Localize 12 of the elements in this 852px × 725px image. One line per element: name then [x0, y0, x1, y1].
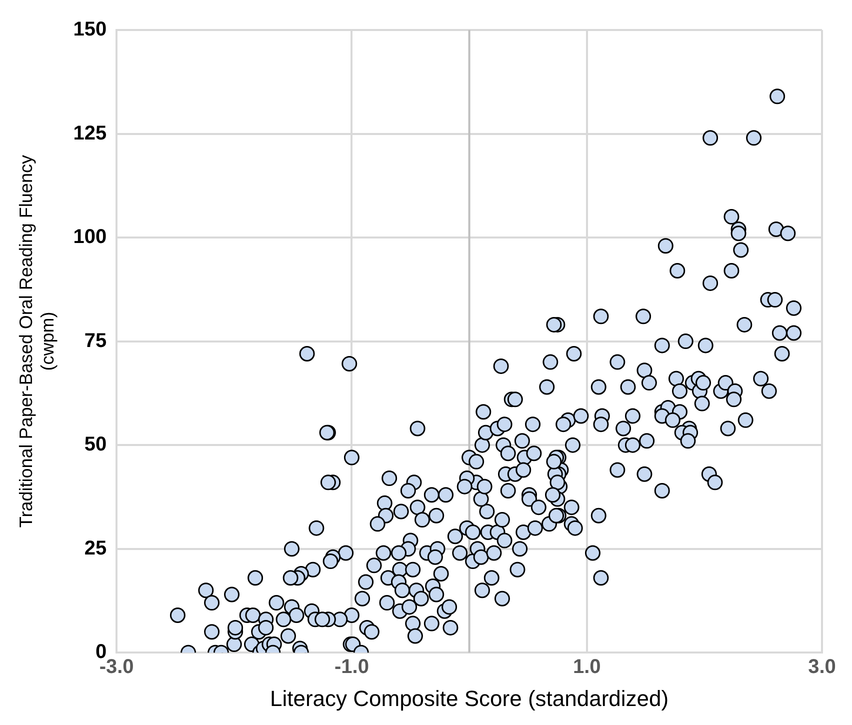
y-tick-label: 150	[73, 18, 107, 41]
y-axis-title: Traditional Paper-Based Oral Reading Fluency (cwpm)	[16, 155, 58, 528]
y-tick-label: 50	[84, 434, 107, 456]
y-tick-label: 0	[95, 641, 107, 664]
x-tick-label: -1.0	[334, 656, 369, 678]
y-tick-label: 100	[73, 226, 107, 248]
x-tick-label: 3.0	[808, 656, 836, 678]
x-tick-label: 1.0	[572, 656, 601, 678]
y-tick-label: 25	[84, 537, 107, 560]
x-axis-title: Literacy Composite Score (standardized)	[270, 686, 669, 711]
y-tick-label: 125	[73, 122, 107, 144]
y-tick-label: 75	[84, 330, 107, 352]
